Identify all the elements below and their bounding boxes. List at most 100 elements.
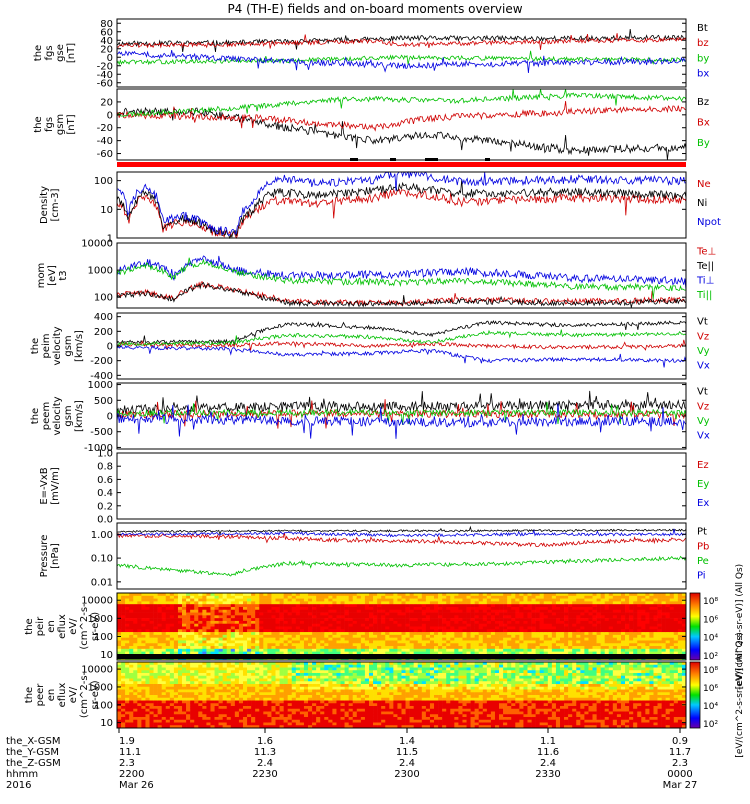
spectrogram-cell <box>564 638 568 641</box>
spectrogram-cell <box>442 604 446 607</box>
spectrogram-cell <box>633 618 637 621</box>
spectrogram-cell <box>190 629 194 632</box>
spectrogram-cell <box>523 632 527 635</box>
spectrogram-cell <box>503 613 507 616</box>
spectrogram-cell <box>206 601 210 604</box>
spectrogram-cell <box>597 618 601 621</box>
spectrogram-cell <box>312 599 316 602</box>
spectrogram-cell <box>276 690 280 693</box>
spectrogram-cell <box>170 643 174 646</box>
spectrogram-cell <box>422 649 426 652</box>
spectrogram-cell <box>239 665 243 668</box>
spectrogram-cell <box>345 627 349 630</box>
spectrogram-cell <box>544 627 548 630</box>
spectrogram-cell <box>503 627 507 630</box>
spectrogram-cell <box>263 613 267 616</box>
spectrogram-cell <box>280 670 284 673</box>
spectrogram-cell <box>150 627 154 630</box>
spectrogram-cell <box>202 621 206 624</box>
spectrogram-cell <box>438 621 442 624</box>
spectrogram-cell <box>215 627 219 630</box>
spectrogram-cell <box>263 679 267 682</box>
spectrogram-cell <box>467 638 471 641</box>
spectrogram-cell <box>393 627 397 630</box>
spectrogram-cell <box>137 618 141 621</box>
spectrogram-cell <box>129 709 133 712</box>
spectrogram-cell <box>210 668 214 671</box>
spectrogram-cell <box>438 596 442 599</box>
spectrogram-cell <box>239 681 243 684</box>
spectrogram-cell <box>475 599 479 602</box>
spectrogram-cell <box>373 607 377 610</box>
spectrogram-cell <box>117 692 121 695</box>
spectrogram-cell <box>568 649 572 652</box>
spectrogram-cell <box>255 640 259 643</box>
spectrogram-cell <box>410 618 414 621</box>
spectrogram-cell <box>259 712 263 715</box>
spectrogram-cell <box>202 717 206 720</box>
spectrogram-cell <box>597 604 601 607</box>
spectrogram-cell <box>316 613 320 616</box>
spectrogram-cell <box>231 695 235 698</box>
spectrogram-cell <box>121 679 125 682</box>
spectrogram-cell <box>536 624 540 627</box>
spectrogram-cell <box>162 698 166 701</box>
spectrogram-cell <box>292 687 296 690</box>
spectrogram-cell <box>385 618 389 621</box>
spectrogram-cell <box>145 624 149 627</box>
spectrogram-cell <box>150 618 154 621</box>
spectrogram-cell <box>206 701 210 704</box>
spectrogram-cell <box>215 698 219 701</box>
y-axis-label: en <box>46 620 57 633</box>
spectrogram-cell <box>186 709 190 712</box>
spectrogram-cell <box>418 610 422 613</box>
spectrogram-cell <box>166 709 170 712</box>
spectrogram-cell <box>247 712 251 715</box>
spectrogram-cell <box>532 627 536 630</box>
spectrogram-cell <box>332 649 336 652</box>
spectrogram-cell <box>357 646 361 649</box>
spectrogram-cell <box>471 643 475 646</box>
spectrogram-cell <box>174 687 178 690</box>
spectrogram-cell <box>251 627 255 630</box>
spectrogram-cell <box>259 635 263 638</box>
spectrogram-cell <box>385 646 389 649</box>
spectrogram-cell <box>540 607 544 610</box>
spectrogram-cell <box>430 596 434 599</box>
spectrogram-cell <box>137 698 141 701</box>
spectrogram-cell <box>613 596 617 599</box>
spectrogram-cell <box>446 621 450 624</box>
spectrogram-cell <box>438 638 442 641</box>
spectrogram-cell <box>410 596 414 599</box>
spectrogram-cell <box>442 646 446 649</box>
y-tick-label: -60 <box>97 78 113 89</box>
spectrogram-cell <box>170 632 174 635</box>
spectrogram-cell <box>141 627 145 630</box>
spectrogram-cell <box>141 607 145 610</box>
spectrogram-cell <box>438 646 442 649</box>
spectrogram-cell <box>170 604 174 607</box>
spectrogram-cell <box>467 649 471 652</box>
spectrogram-cell <box>284 692 288 695</box>
spectrogram-cell <box>345 640 349 643</box>
spectrogram-cell <box>206 640 210 643</box>
spectrogram-cell <box>316 621 320 624</box>
spectrogram-cell <box>381 615 385 618</box>
spectrogram-cell <box>328 601 332 604</box>
spectrogram-cell <box>357 604 361 607</box>
spectrogram-cell <box>548 649 552 652</box>
spectrogram-cell <box>235 599 239 602</box>
spectrogram-cell <box>328 681 332 684</box>
spectrogram-cell <box>170 687 174 690</box>
spectrogram-cell <box>223 679 227 682</box>
spectrogram-cell <box>202 629 206 632</box>
spectrogram-cell <box>617 629 621 632</box>
spectrogram-cell <box>121 632 125 635</box>
legend-bx: bx <box>697 68 709 79</box>
spectrogram-cell <box>483 613 487 616</box>
spectrogram-cell <box>288 668 292 671</box>
spectrogram-cell <box>467 607 471 610</box>
spectrogram-cell <box>625 649 629 652</box>
spectrogram-cell <box>349 618 353 621</box>
spectrogram-cell <box>503 643 507 646</box>
